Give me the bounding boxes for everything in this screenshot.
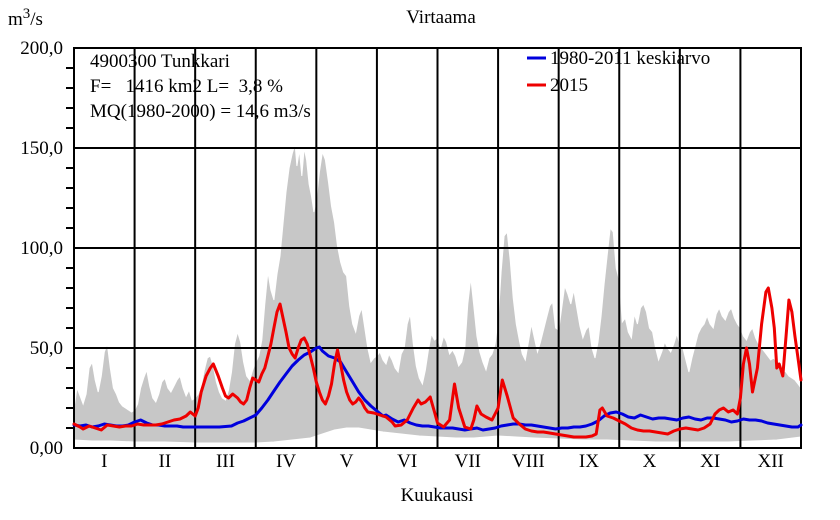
x-month-label: VII	[455, 451, 481, 472]
y-tick-label: 100,0	[20, 238, 63, 259]
station-info-line-area: F= 1416 km2 L= 3,8 %	[90, 76, 283, 97]
legend-label-average: 1980-2011 keskiarvo	[550, 48, 710, 69]
y-tick-label: 150,0	[20, 138, 63, 159]
x-month-label: X	[643, 451, 657, 472]
x-month-label: VIII	[512, 451, 545, 472]
legend-label-2015: 2015	[550, 75, 588, 96]
series-line-y2015	[72, 286, 803, 439]
y-axis-unit-label: m3/s	[8, 6, 43, 30]
station-info-box: 4900300 Tunkkari F= 1416 km2 L= 3,8 % MQ…	[90, 51, 311, 122]
station-info-line-station: 4900300 Tunkkari	[90, 51, 230, 72]
x-month-label: III	[216, 451, 235, 472]
x-month-label: IX	[579, 451, 599, 472]
legend: 1980-2011 keskiarvo 2015	[527, 48, 710, 96]
x-axis-label: Kuukausi	[401, 485, 474, 506]
x-month-label: XII	[758, 451, 784, 472]
x-month-label: I	[101, 451, 107, 472]
chart-title: Virtaama	[406, 7, 476, 28]
x-month-label: VI	[397, 451, 417, 472]
x-month-label: IV	[276, 451, 296, 472]
x-month-label: II	[159, 451, 172, 472]
y-tick-label: 0,00	[30, 438, 63, 459]
y-tick-label: 200,0	[20, 38, 63, 59]
x-month-label: V	[340, 451, 354, 472]
station-info-line-mq: MQ(1980-2000) = 14,6 m3/s	[90, 101, 311, 122]
x-month-label: XI	[700, 451, 720, 472]
y-tick-label: 50,0	[30, 338, 63, 359]
plot-border	[73, 47, 802, 449]
